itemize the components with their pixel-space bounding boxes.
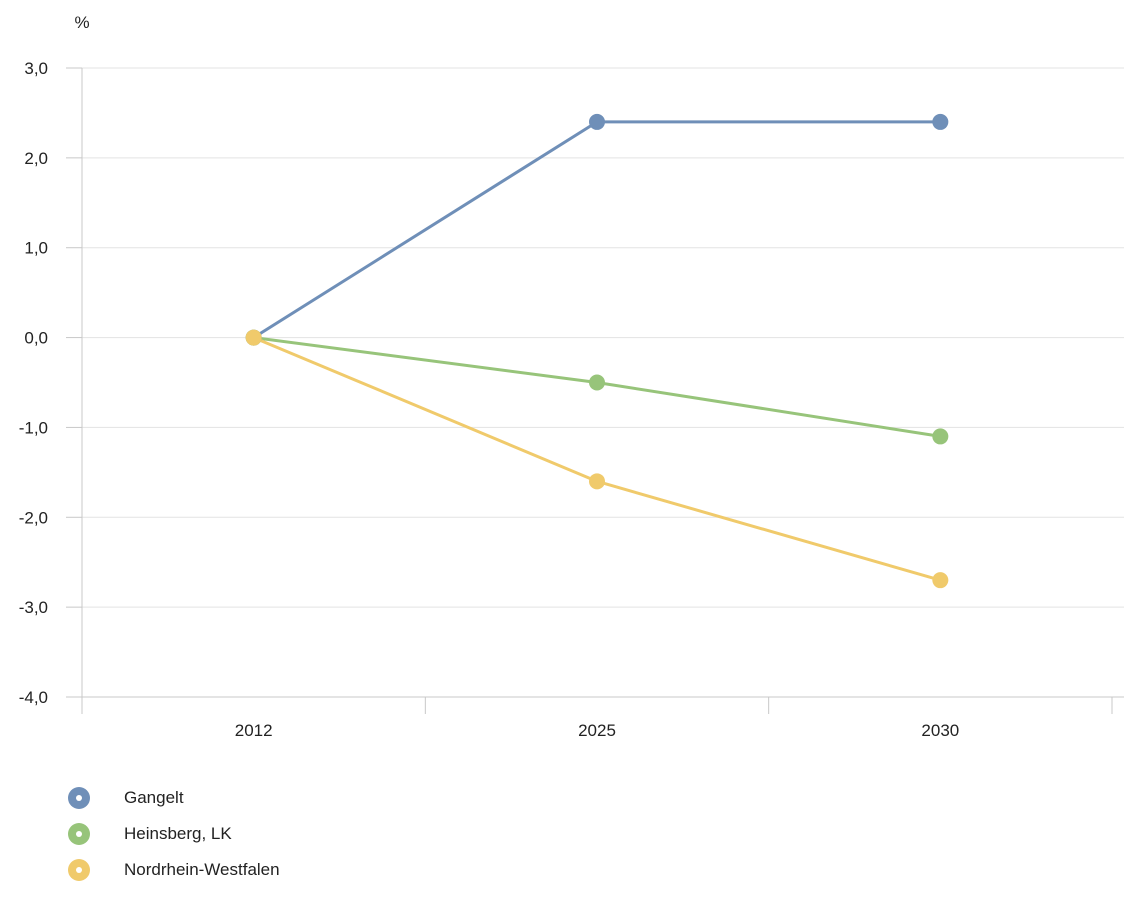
legend-marker-icon — [68, 823, 90, 845]
series-lines — [252, 120, 942, 582]
data-points — [245, 113, 949, 589]
data-point — [245, 329, 262, 346]
y-tick-label: 1,0 — [24, 239, 48, 258]
legend-item-nordrhein-westfalen[interactable]: Nordrhein-Westfalen — [68, 852, 280, 888]
y-tick-label: 3,0 — [24, 59, 48, 78]
legend-marker-icon — [68, 859, 90, 881]
x-tick-label: 2025 — [578, 721, 616, 740]
data-point — [589, 113, 605, 130]
y-tick-label: -3,0 — [19, 598, 48, 617]
legend-item-gangelt[interactable]: Gangelt — [68, 780, 280, 816]
legend-item-heinsberg-lk[interactable]: Heinsberg, LK — [68, 816, 280, 852]
y-tick-label: -4,0 — [19, 688, 48, 707]
legend: Gangelt Heinsberg, LK Nordrhein-Westfale… — [68, 780, 280, 888]
series-line — [252, 336, 942, 582]
data-point — [932, 572, 949, 589]
y-tick-label: -2,0 — [19, 508, 48, 527]
legend-label: Gangelt — [124, 788, 184, 807]
y-tick-label: 0,0 — [24, 329, 48, 348]
legend-marker-icon — [68, 787, 90, 809]
data-point — [932, 113, 949, 130]
data-point — [589, 473, 605, 490]
data-point — [932, 428, 949, 445]
tick-labels: 3,0 2,0 1,0 0,0 -1,0 -2,0 -3,0 -4,0 2012 2025 2030 — [19, 59, 960, 740]
legend-label: Nordrhein-Westfalen — [124, 860, 280, 879]
x-tick-label: 2012 — [235, 721, 273, 740]
data-point — [589, 374, 605, 391]
y-tick-label: -1,0 — [19, 418, 48, 437]
y-tick-label: 2,0 — [24, 149, 48, 168]
series-line — [252, 120, 942, 340]
y-axis-unit-label: % — [74, 13, 89, 32]
x-tick-label: 2030 — [921, 721, 959, 740]
legend-label: Heinsberg, LK — [124, 824, 232, 843]
grid-lines — [82, 67, 1124, 608]
axes — [66, 67, 1124, 714]
